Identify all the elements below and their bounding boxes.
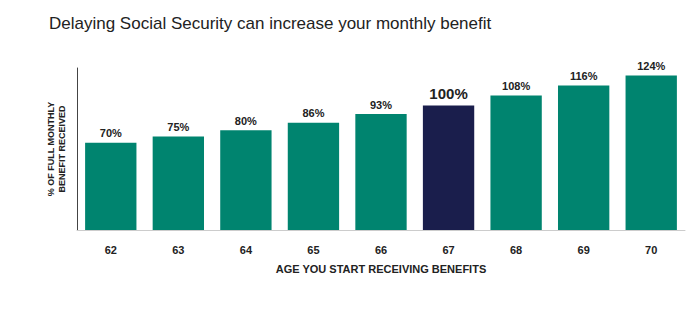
svg-text:70%: 70% — [100, 127, 122, 139]
svg-text:80%: 80% — [235, 115, 257, 127]
svg-text:100%: 100% — [429, 85, 467, 102]
svg-text:86%: 86% — [302, 107, 324, 119]
svg-text:BENEFIT RECEIVED: BENEFIT RECEIVED — [57, 105, 67, 193]
svg-text:69: 69 — [578, 244, 590, 256]
svg-text:93%: 93% — [370, 99, 392, 111]
svg-text:116%: 116% — [570, 70, 598, 82]
svg-text:66: 66 — [375, 244, 387, 256]
svg-text:108%: 108% — [502, 80, 530, 92]
svg-text:75%: 75% — [167, 121, 189, 133]
svg-text:65: 65 — [307, 244, 319, 256]
svg-text:% OF FULL MONTHLY: % OF FULL MONTHLY — [46, 102, 56, 197]
svg-text:AGE YOU START RECEIVING BENEFI: AGE YOU START RECEIVING BENEFITS — [276, 263, 486, 275]
svg-text:63: 63 — [172, 244, 184, 256]
svg-text:67: 67 — [442, 244, 454, 256]
svg-text:64: 64 — [240, 244, 253, 256]
svg-text:68: 68 — [510, 244, 522, 256]
svg-text:62: 62 — [105, 244, 117, 256]
svg-text:Delaying Social Security can i: Delaying Social Security can increase yo… — [49, 14, 492, 33]
svg-text:70: 70 — [645, 244, 657, 256]
svg-text:124%: 124% — [637, 60, 665, 72]
